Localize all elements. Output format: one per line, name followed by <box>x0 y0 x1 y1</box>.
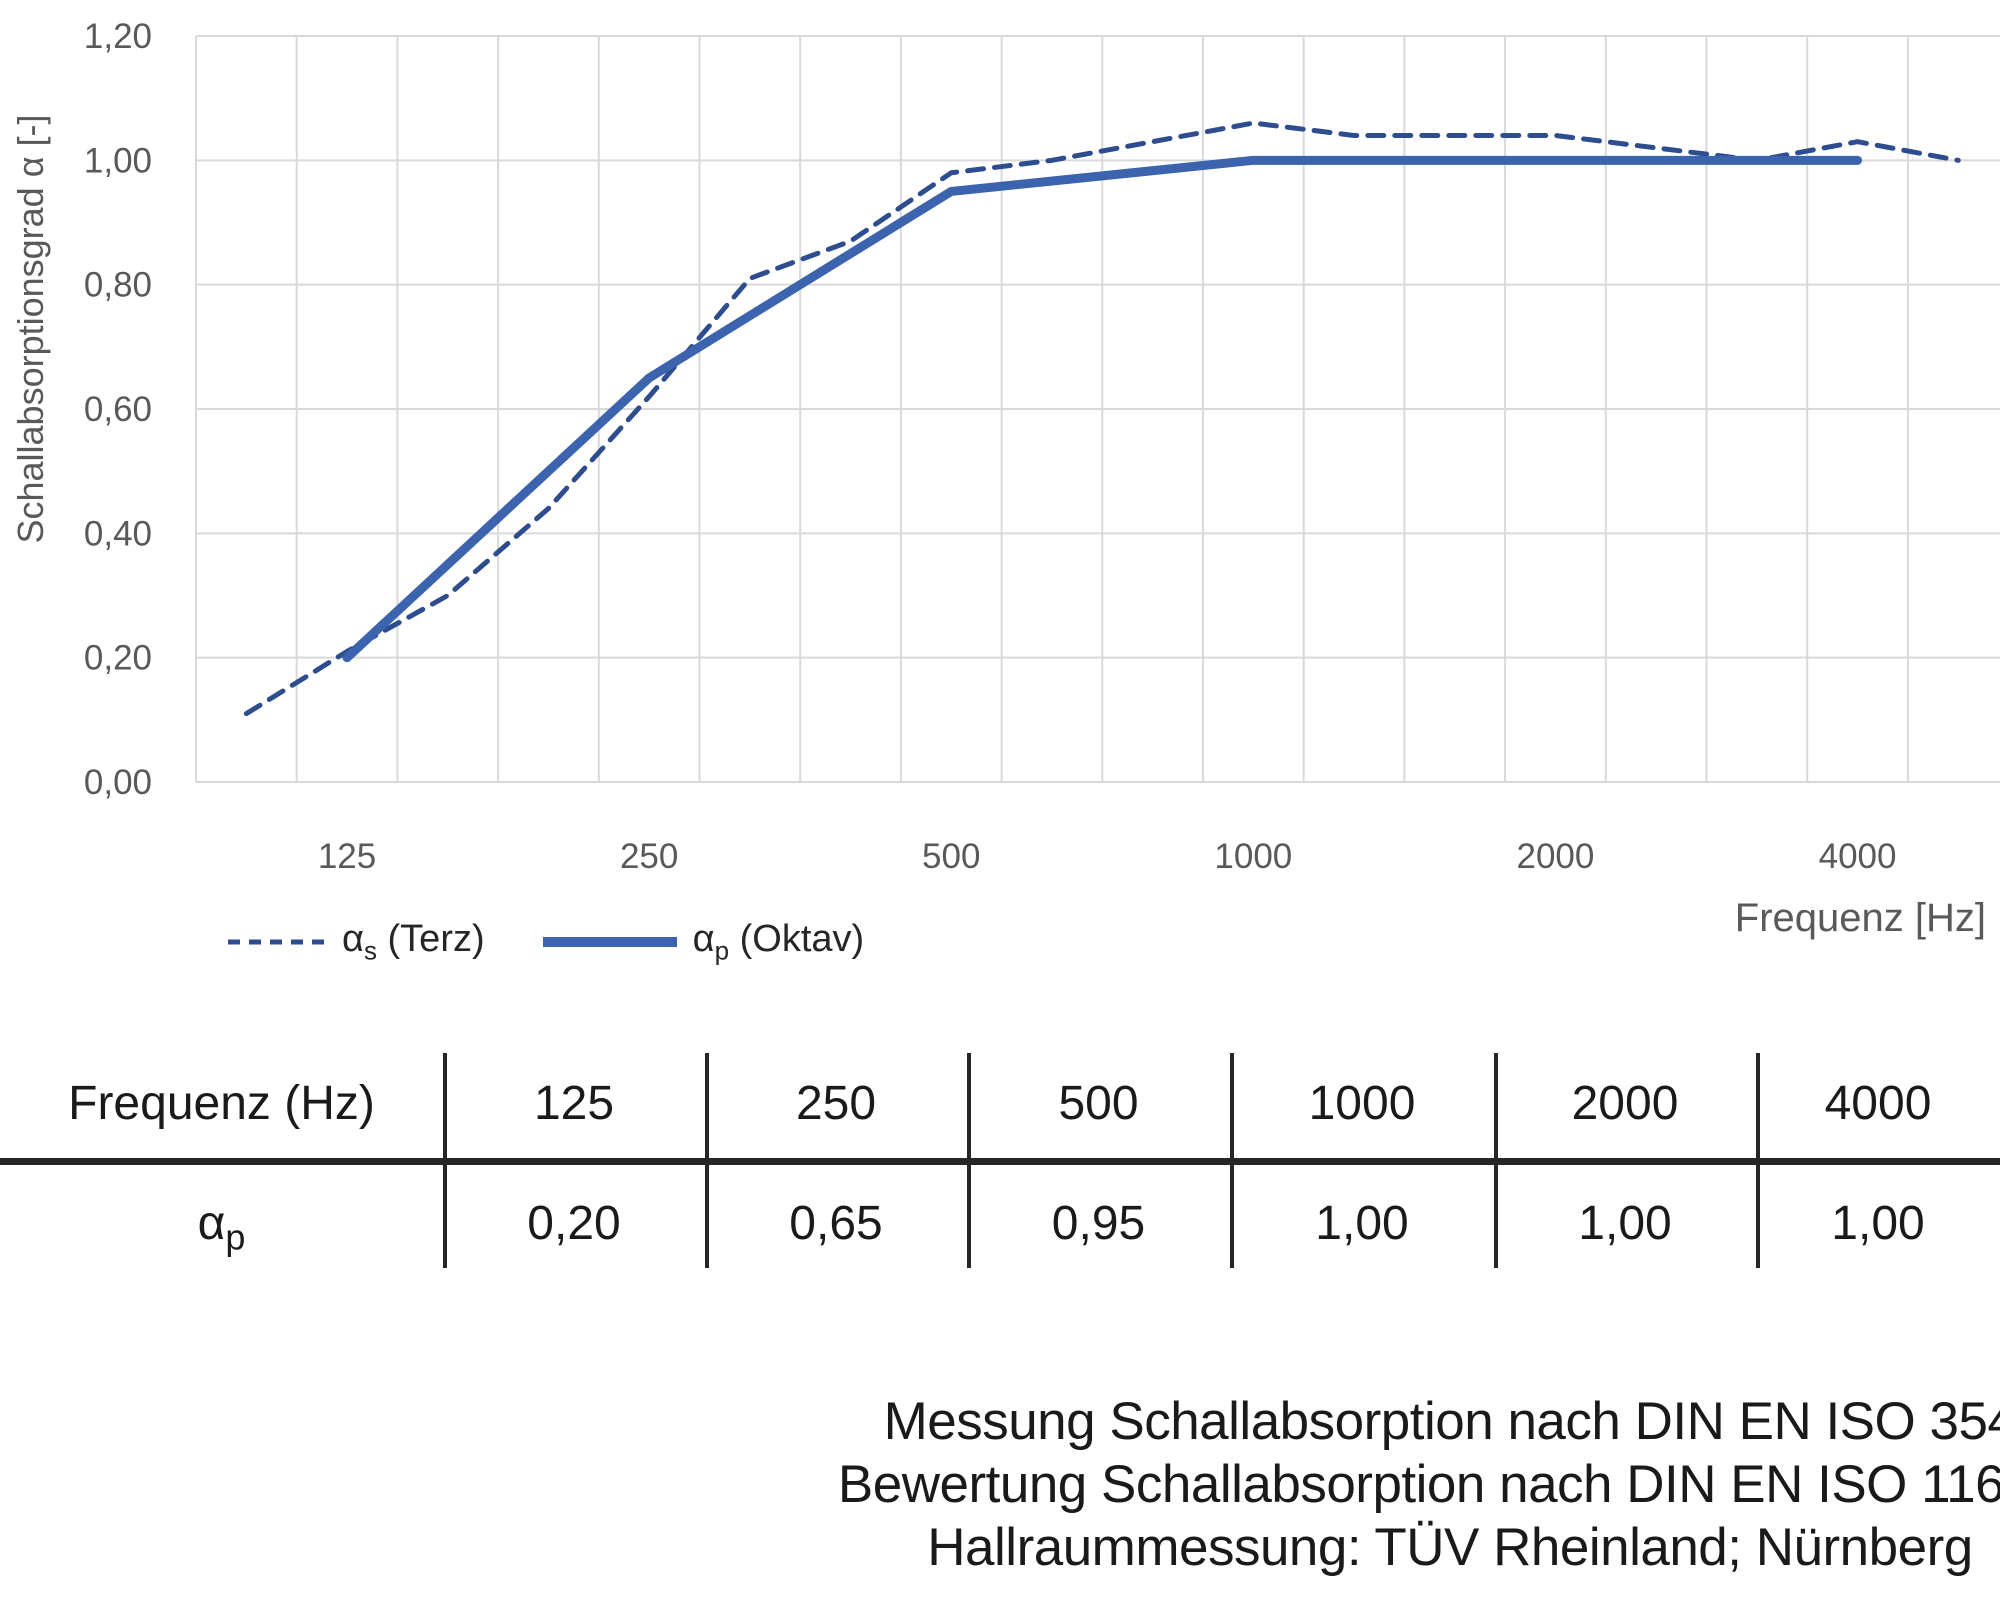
y-tick-label: 1,20 <box>84 17 152 56</box>
table-value-cell: 1,00 <box>1315 1197 1409 1250</box>
y-tick-label: 0,20 <box>84 639 152 678</box>
table-col-header-250: 250 <box>795 1077 877 1130</box>
absorption-line-chart: 0,00 0,20 0,40 0,60 0,80 1,00 1,20 125 250 500 100… <box>84 17 2000 876</box>
table-column-divider <box>967 1053 971 1268</box>
y-tick-label: 0,60 <box>84 390 152 429</box>
y-axis-tick-labels: 0,00 0,20 0,40 0,60 0,80 1,00 1,20 <box>84 17 152 802</box>
table-value-cell: 0,95 <box>1051 1197 1146 1250</box>
dashed-line-swatch-icon <box>228 939 326 945</box>
legend-item-terz: αs (Terz) <box>228 918 485 967</box>
table-column-divider <box>443 1053 447 1268</box>
x-tick-label: 4000 <box>1819 837 1897 876</box>
table-row-label-alpha-p: αp <box>197 1197 246 1258</box>
series-terz-dashed-line <box>243 120 1961 717</box>
table-header-rule <box>0 1158 2000 1165</box>
x-tick-label: 125 <box>318 837 376 876</box>
measurement-notes: Messung Schallabsorption nach DIN EN ISO… <box>800 1390 2000 1579</box>
note-lab: Hallraummessung: TÜV Rheinland; Nürnberg <box>927 1518 1973 1577</box>
chart-legend: αs (Terz) αp (Oktav) <box>228 918 864 966</box>
x-tick-label: 500 <box>922 837 980 876</box>
table-col-header-1000: 1000 <box>1308 1077 1416 1130</box>
table-value-cell: 1,00 <box>1831 1197 1925 1250</box>
table-header-row: Frequenz (Hz) 125 250 500 1000 2000 4000 <box>0 1072 2000 1136</box>
table-column-divider <box>1494 1053 1498 1268</box>
table-value-row: αp 0,20 0,65 0,95 1,00 1,00 1,00 <box>0 1192 2000 1270</box>
table-col-header-4000: 4000 <box>1824 1077 1932 1130</box>
y-tick-label: 0,40 <box>84 514 152 553</box>
series-oktav-solid-line <box>342 155 1863 663</box>
table-column-divider <box>1230 1053 1234 1268</box>
table-col-header-2000: 2000 <box>1571 1077 1679 1130</box>
table-value-cell: 0,20 <box>527 1197 621 1250</box>
note-rating-standard: Bewertung Schallabsorption nach DIN EN I… <box>837 1455 2000 1514</box>
chart-gridlines <box>195 35 2000 783</box>
note-measurement-standard: Messung Schallabsorption nach DIN EN ISO… <box>883 1392 2000 1451</box>
x-axis-tick-labels: 125 250 500 1000 2000 4000 <box>318 837 1897 876</box>
table-value-cell: 1,00 <box>1578 1197 1672 1250</box>
table-column-divider <box>1756 1053 1760 1268</box>
legend-label-terz: αs (Terz) <box>342 917 485 966</box>
y-tick-label: 0,00 <box>84 763 152 802</box>
solid-line-swatch-icon <box>542 937 677 947</box>
x-tick-label: 250 <box>620 837 678 876</box>
legend-item-oktav: αp (Oktav) <box>542 917 865 967</box>
table-col-header-500: 500 <box>1058 1077 1139 1130</box>
table-value-cell: 0,65 <box>789 1197 883 1250</box>
table-col-header-125: 125 <box>533 1077 615 1130</box>
legend-label-oktav: αp (Oktav) <box>692 917 865 966</box>
y-tick-label: 1,00 <box>84 141 152 180</box>
x-axis-label: Frequenz [Hz] <box>1734 896 1986 940</box>
x-tick-label: 2000 <box>1517 837 1595 876</box>
table-header-frequency: Frequenz (Hz) <box>68 1077 375 1130</box>
y-tick-label: 0,80 <box>84 266 152 305</box>
x-tick-label: 1000 <box>1214 837 1292 876</box>
table-column-divider <box>705 1053 709 1268</box>
